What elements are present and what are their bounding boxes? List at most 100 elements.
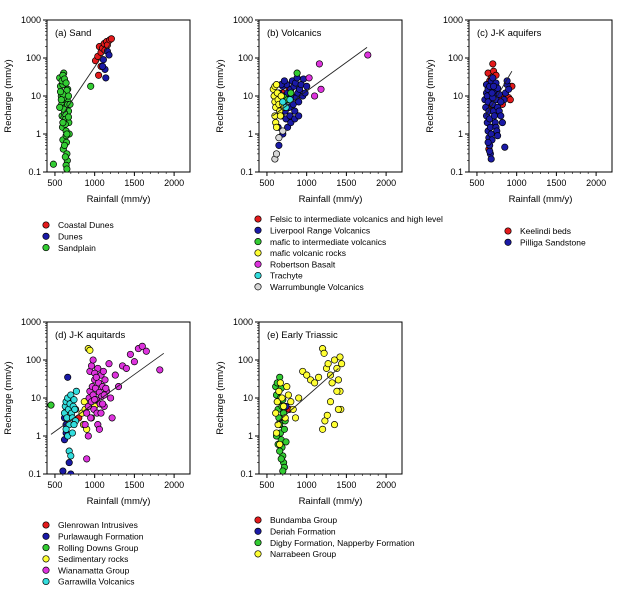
panel-1: 0.1 1 10 100 1000 500 1000 1500 2000 Rainfall (mm… [3, 15, 191, 253]
point-mafic-volcanic-rocks [276, 112, 284, 120]
trend-line [276, 368, 339, 424]
point-wianamatta-group [122, 364, 130, 372]
point-pilliga-sandstone [501, 143, 509, 151]
point-sandplain [49, 160, 57, 168]
point-narrabeen-group [287, 398, 295, 406]
x-tick-label: 2000 [164, 178, 184, 188]
point-dunes [102, 74, 110, 82]
y-tick-label: 100 [26, 355, 41, 365]
point-pilliga-sandstone [497, 98, 505, 106]
point-garrawilla-volcanics [70, 396, 78, 404]
point-narrabeen-group [274, 421, 282, 429]
panel-4: 0.1 1 10 100 1000 500 1000 1500 2000 Rainfall (mm… [3, 317, 191, 587]
legend-label-felsic-to-intermediate-volcanics-and-high-level: Felsic to intermediate volcanics and hig… [270, 214, 443, 224]
point-narrabeen-group [276, 379, 284, 387]
point-liverpool-range-volcanics [291, 107, 299, 115]
legend: Felsic to intermediate volcanics and hig… [254, 214, 443, 292]
point-liverpool-range-volcanics [280, 77, 288, 85]
point-narrabeen-group [275, 387, 283, 395]
point-narrabeen-group [276, 440, 284, 448]
legend-marker-trachyte [254, 271, 262, 280]
point-garrawilla-volcanics [62, 425, 70, 433]
data-points [47, 342, 164, 474]
point-trachyte [279, 98, 287, 106]
y-tick-label: 10 [243, 393, 253, 403]
legend-marker-bundamba-group [254, 516, 262, 524]
point-wianamatta-group [102, 384, 110, 392]
trend-line [59, 41, 112, 120]
y-tick-label: 1 [248, 129, 253, 139]
point-wianamatta-group [92, 373, 100, 381]
legend-label-mafic-to-intermediate-volcanics: mafic to intermediate volcanics [270, 237, 386, 247]
point-mafic-volcanic-rocks [272, 81, 281, 89]
trend-line [272, 47, 368, 117]
point-liverpool-range-volcanics [275, 141, 283, 149]
point-narrabeen-group [326, 398, 335, 406]
legend-marker-liverpool-range-volcanics [254, 226, 262, 234]
y-axis-label: Recharge (mm/y) [3, 361, 14, 434]
point-pilliga-sandstone [494, 132, 502, 140]
y-tick-label: 1 [458, 129, 463, 139]
legend-marker-glenrowan-intrusives [42, 521, 50, 529]
legend-marker-garrawilla-volcanics [42, 577, 50, 586]
point-narrabeen-group [334, 405, 342, 413]
point-narrabeen-group [283, 383, 291, 391]
y-tick-label: 100 [238, 53, 253, 63]
point-robertson-basalt [317, 85, 325, 93]
x-tick-label: 1000 [297, 480, 317, 490]
panel-title: (b) Volcanics [267, 28, 322, 39]
point-pilliga-sandstone [488, 89, 496, 97]
point-liverpool-range-volcanics [303, 82, 311, 90]
legend-marker-keelindi-beds [504, 227, 512, 235]
point-wianamatta-group [100, 391, 108, 399]
y-tick-label: 0.1 [450, 167, 463, 177]
point-wianamatta-group [126, 350, 134, 358]
y-tick-label: 0.1 [240, 469, 253, 479]
x-tick-label: 2000 [586, 178, 606, 188]
point-pilliga-sandstone [484, 138, 492, 146]
legend-marker-felsic-to-intermediate-volcanics-and-high-level [254, 215, 262, 223]
point-wianamatta-group [138, 342, 146, 350]
point-dunes [99, 62, 107, 70]
legend-marker-robertson-basalt [254, 260, 262, 268]
point-wianamatta-group [83, 455, 91, 463]
y-tick-label: 1000 [443, 15, 463, 25]
legend-marker-wianamatta-group [42, 566, 50, 574]
legend-marker-warrumbungle-volcanics [254, 283, 262, 291]
x-axis-label: Rainfall (mm/y) [299, 496, 363, 507]
legend-label-coastal-dunes: Coastal Dunes [58, 220, 114, 230]
y-tick-label: 1000 [233, 317, 253, 327]
point-narrabeen-group [284, 391, 292, 399]
point-coastal-dunes [95, 71, 103, 79]
legend-marker-coastal-dunes [42, 221, 50, 229]
x-tick-label: 500 [47, 178, 62, 188]
data-points [269, 51, 372, 163]
y-tick-label: 1 [248, 431, 253, 441]
point-narrabeen-group [330, 421, 339, 429]
y-tick-label: 10 [453, 91, 463, 101]
point-wianamatta-group [99, 400, 107, 408]
y-tick-label: 1000 [21, 15, 41, 25]
point-pilliga-sandstone [490, 112, 498, 120]
legend-marker-rolling-downs-group [42, 544, 50, 552]
point-liverpool-range-volcanics [295, 112, 303, 120]
panel-title: (e) Early Triassic [267, 330, 338, 341]
legend-label-digby-formation-napperby-formation: Digby Formation, Napperby Formation [270, 538, 415, 548]
y-tick-label: 100 [26, 53, 41, 63]
legend-label-sandplain: Sandplain [58, 243, 96, 253]
point-wianamatta-group [105, 360, 113, 368]
point-trachyte [282, 103, 290, 111]
panel-title: (a) Sand [55, 28, 91, 39]
point-wianamatta-group [108, 414, 116, 422]
point-narrabeen-group [280, 402, 288, 410]
point-narrabeen-group [272, 409, 280, 417]
point-pilliga-sandstone [487, 155, 495, 163]
legend-label-glenrowan-intrusives: Glenrowan Intrusives [58, 520, 138, 530]
point-sandplain [60, 141, 69, 149]
point-mafic-to-intermediate-volcanics [287, 89, 295, 97]
x-axis-label: Rainfall (mm/y) [87, 496, 151, 507]
point-wianamatta-group [99, 367, 107, 375]
y-axis-label: Recharge (mm/y) [425, 59, 436, 132]
